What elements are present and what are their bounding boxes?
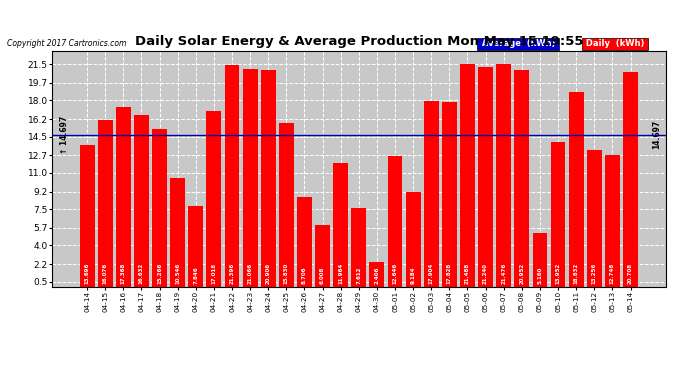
Text: 13.256: 13.256	[592, 262, 597, 284]
Text: 20.906: 20.906	[266, 262, 270, 284]
Text: 13.696: 13.696	[85, 262, 90, 284]
Text: 13.952: 13.952	[555, 262, 560, 284]
Text: Copyright 2017 Cartronics.com: Copyright 2017 Cartronics.com	[7, 39, 126, 48]
Text: 21.488: 21.488	[465, 262, 470, 284]
Bar	[224, 65, 239, 287]
Title: Daily Solar Energy & Average Production Mon May 15 19:55: Daily Solar Energy & Average Production …	[135, 35, 583, 48]
Bar	[406, 192, 421, 287]
Text: Daily  (kWh): Daily (kWh)	[583, 39, 647, 48]
Text: 2.406: 2.406	[375, 266, 380, 284]
Bar	[478, 67, 493, 287]
Text: 16.632: 16.632	[139, 262, 144, 284]
Text: 12.748: 12.748	[610, 262, 615, 284]
Text: 9.184: 9.184	[411, 266, 415, 284]
Bar	[496, 64, 511, 287]
Bar	[369, 262, 384, 287]
Text: 6.008: 6.008	[320, 266, 325, 284]
Bar	[460, 64, 475, 287]
Text: 21.396: 21.396	[230, 262, 235, 284]
Bar	[515, 70, 529, 287]
Bar	[134, 114, 149, 287]
Text: 21.240: 21.240	[483, 263, 488, 284]
Bar	[315, 225, 330, 287]
Bar	[587, 150, 602, 287]
Text: 11.964: 11.964	[338, 262, 343, 284]
Text: 21.066: 21.066	[248, 262, 253, 284]
Text: 18.832: 18.832	[573, 262, 579, 284]
Text: 17.368: 17.368	[121, 262, 126, 284]
Bar	[569, 92, 584, 287]
Bar	[605, 155, 620, 287]
Bar	[551, 142, 566, 287]
Text: 8.706: 8.706	[302, 266, 307, 284]
Bar	[152, 129, 167, 287]
Text: 20.708: 20.708	[628, 262, 633, 284]
Text: 10.546: 10.546	[175, 262, 180, 284]
Text: 12.646: 12.646	[393, 262, 397, 284]
Bar	[623, 72, 638, 287]
Bar	[388, 156, 402, 287]
Bar	[424, 101, 439, 287]
Text: 15.830: 15.830	[284, 262, 289, 284]
Text: 17.018: 17.018	[211, 262, 217, 284]
Text: 14.697: 14.697	[652, 120, 661, 149]
Bar	[261, 70, 276, 287]
Bar	[79, 145, 95, 287]
Bar	[351, 208, 366, 287]
Text: Average  (kWh): Average (kWh)	[479, 39, 558, 48]
Text: ↑ 14.697: ↑ 14.697	[60, 116, 69, 154]
Bar	[279, 123, 294, 287]
Text: 7.612: 7.612	[356, 266, 362, 284]
Bar	[116, 107, 130, 287]
Bar	[333, 163, 348, 287]
Text: 17.828: 17.828	[447, 262, 452, 284]
Text: 5.160: 5.160	[538, 266, 542, 284]
Text: 20.952: 20.952	[520, 262, 524, 284]
Bar	[243, 69, 257, 287]
Bar	[170, 178, 185, 287]
Text: 21.476: 21.476	[501, 262, 506, 284]
Text: 16.076: 16.076	[103, 262, 108, 284]
Text: 15.266: 15.266	[157, 262, 162, 284]
Bar	[533, 233, 547, 287]
Bar	[297, 196, 312, 287]
Bar	[98, 120, 112, 287]
Text: 17.904: 17.904	[428, 262, 434, 284]
Bar	[206, 111, 221, 287]
Text: 7.846: 7.846	[193, 266, 198, 284]
Bar	[442, 102, 457, 287]
Bar	[188, 206, 203, 287]
